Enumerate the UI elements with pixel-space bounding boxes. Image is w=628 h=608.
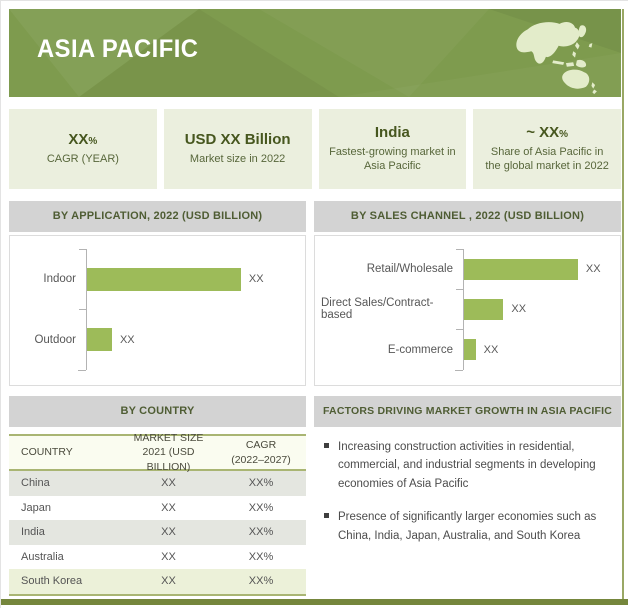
factor-bullet-text: Presence of significantly larger economi… [338, 511, 597, 542]
bar-value-label: XX [585, 263, 601, 276]
stat-value: USD XX Billion [184, 131, 291, 149]
chart-plot-area: XX [456, 248, 610, 290]
section-header-by-application: BY APPLICATION, 2022 (USD BILLION) [9, 201, 306, 232]
section-header-factors: FACTORS DRIVING MARKET GROWTH IN ASIA PA… [314, 396, 621, 427]
cagr-cell: XX% [248, 477, 274, 490]
chart-rows: Retail/Wholesale XX Direct Sales/Contract-… [321, 248, 610, 371]
bar [87, 328, 112, 352]
market-size-cell: XX [161, 526, 176, 539]
chart-plot-area: XX [79, 309, 295, 370]
section-header-by-sales-channel: BY SALES CHANNEL , 2022 (USD BILLION) [314, 201, 621, 232]
table-row: China XX XX% [9, 471, 306, 496]
chart-plot-area: XX [456, 329, 610, 370]
cagr-cell: XX% [248, 501, 274, 514]
bar [87, 267, 241, 291]
chart-row: Indoor XX [16, 248, 295, 310]
bottom-accent-bar [1, 599, 628, 605]
chart-plot-area: XX [79, 248, 295, 310]
bar-value-label: XX [483, 343, 499, 356]
factor-bullet-item: Increasing construction activities in re… [314, 438, 621, 493]
country-cell: China [21, 477, 50, 490]
bar-value-label: XX [119, 333, 135, 346]
table-body: China XX XX% Japan XX XX% India XX XX% Australia X… [9, 471, 306, 596]
table-row: Australia XX XX% [9, 544, 306, 569]
country-cell: Japan [21, 501, 51, 514]
page-title: ASIA PACIFIC [37, 35, 199, 63]
column-header-market-size: MARKET SIZE 2021 (USD BILLION) [133, 432, 204, 473]
chart-category-label: E-commerce [387, 343, 453, 356]
asia-pacific-map-icon [516, 22, 597, 95]
market-size-cell: XX [161, 550, 176, 563]
cagr-cell: XX% [248, 575, 274, 588]
chart-category-label: Indoor [43, 273, 76, 286]
by-sales-channel-chart: Retail/Wholesale XX Direct Sales/Contract-… [314, 235, 621, 386]
stat-label: Market size in 2022 [189, 152, 286, 165]
chart-plot-area: XX [456, 288, 610, 330]
table-row: South Korea XX XX% [9, 569, 306, 596]
table-header-row: COUNTRY MARKET SIZE 2021 (USD BILLION) C… [9, 432, 306, 473]
stat-value: India [374, 123, 410, 141]
market-size-cell: XX [161, 501, 176, 514]
chart-row: E-commerce XX [321, 329, 610, 370]
chart-row: Retail/Wholesale XX [321, 248, 610, 290]
chart-rows: Indoor XX Outdoor XX [16, 248, 295, 371]
stat-value: ~ XX% [526, 123, 569, 141]
by-application-chart: Indoor XX Outdoor XX [9, 235, 306, 386]
bar-value-label: XX [511, 303, 527, 316]
section-header-by-country: BY COUNTRY [9, 396, 306, 427]
cagr-cell: XX% [248, 550, 274, 563]
stat-value: XX% [68, 131, 98, 149]
chart-category-label: Direct Sales/Contract-based [321, 297, 434, 322]
bar [464, 298, 504, 320]
chart-row: Outdoor XX [16, 309, 295, 370]
table-row: India XX XX% [9, 520, 306, 545]
stat-label: Share of Asia Pacific in the global mark… [485, 145, 609, 173]
country-cell: India [21, 526, 45, 539]
chart-row: Direct Sales/Contract-based XX [321, 288, 610, 330]
stat-box-market-size: USD XX Billion Market size in 2022 [163, 109, 312, 189]
bar [464, 258, 578, 280]
stat-box-fastest-market: India Fastest-growing market in Asia Pac… [318, 109, 467, 189]
chart-category-label: Outdoor [34, 333, 76, 346]
right-accent-border [622, 9, 624, 601]
column-header-country: COUNTRY [21, 446, 73, 459]
stat-box-cagr: XX% CAGR (YEAR) [9, 109, 157, 189]
bar-value-label: XX [248, 273, 264, 286]
bullet-square-icon [324, 513, 329, 519]
cagr-cell: XX% [248, 526, 274, 539]
country-cell: South Korea [21, 575, 83, 588]
market-size-cell: XX [161, 575, 176, 588]
chart-category-label: Retail/Wholesale [366, 263, 453, 276]
stat-box-row: XX% CAGR (YEAR) USD XX Billion Market si… [9, 109, 621, 189]
market-growth-factors-list: Increasing construction activities in re… [314, 438, 621, 560]
bar [464, 339, 476, 361]
column-header-cagr: CAGR (2022–2027) [231, 439, 291, 466]
stat-label: Fastest-growing market in Asia Pacific [329, 145, 456, 173]
table-row: Japan XX XX% [9, 495, 306, 520]
country-cell: Australia [21, 550, 64, 563]
factor-bullet-item: Presence of significantly larger economi… [314, 508, 621, 545]
region-banner: ASIA PACIFIC [9, 9, 621, 97]
market-size-cell: XX [161, 477, 176, 490]
stat-box-global-share: ~ XX% Share of Asia Pacific in the globa… [473, 109, 621, 189]
stat-label: CAGR (YEAR) [46, 152, 119, 165]
bullet-square-icon [324, 443, 329, 448]
factor-bullet-text: Increasing construction activities in re… [338, 441, 596, 490]
by-country-table: COUNTRY MARKET SIZE 2021 (USD BILLION) C… [9, 432, 306, 596]
